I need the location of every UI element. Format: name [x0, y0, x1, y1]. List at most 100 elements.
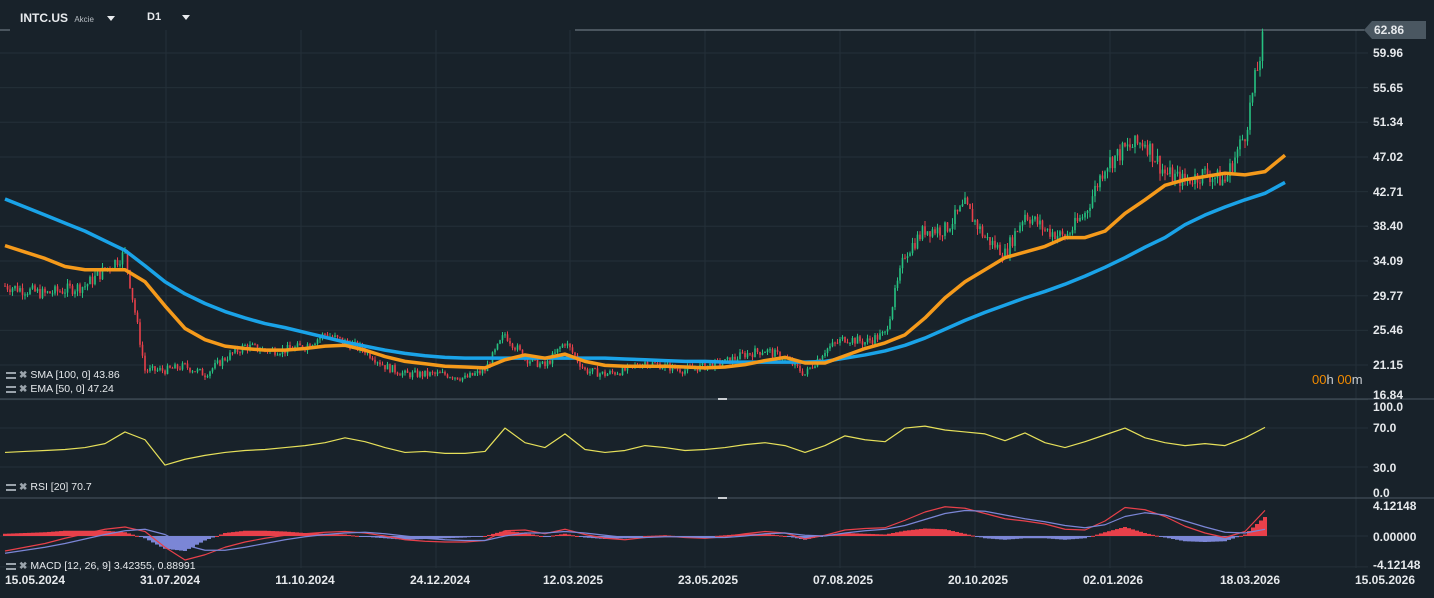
settings-icon[interactable]	[6, 483, 16, 491]
panel-resize-handle[interactable]	[718, 398, 727, 400]
macd-histogram-bar	[3, 533, 7, 536]
macd-histogram-bar	[863, 533, 867, 536]
date-axis-label: 31.07.2024	[139, 573, 201, 587]
candle-body	[376, 362, 379, 364]
macd-histogram-bar	[535, 535, 539, 537]
macd-histogram-bar	[1043, 536, 1047, 539]
candle-body	[34, 285, 36, 292]
candle-body	[896, 280, 899, 288]
candle-body	[1089, 207, 1091, 211]
candle-body	[844, 336, 846, 343]
candle-body	[1199, 182, 1201, 184]
candle-body	[299, 343, 301, 346]
candle-body	[766, 349, 769, 353]
legend-rsi[interactable]: ✖ RSI [20] 70.7	[6, 481, 92, 493]
candle-body	[14, 285, 16, 289]
candle-body	[436, 372, 439, 374]
macd-histogram-bar	[967, 534, 971, 536]
candle-body	[681, 372, 684, 374]
candle-body	[396, 372, 399, 375]
candle-body	[1036, 216, 1039, 225]
candle-body	[614, 372, 616, 375]
candle-body	[679, 369, 681, 373]
settings-icon[interactable]	[6, 385, 16, 393]
candle-body	[36, 289, 39, 292]
close-icon[interactable]: ✖	[19, 560, 28, 572]
candle-body	[219, 360, 221, 366]
candle-body	[794, 362, 796, 366]
candle-body	[964, 197, 966, 205]
settings-icon[interactable]	[6, 371, 16, 379]
candle-body	[59, 291, 61, 293]
macd-histogram-bar	[71, 530, 75, 536]
chevron-down-icon	[107, 16, 116, 22]
candle-body	[101, 267, 104, 280]
candle-body	[239, 352, 241, 354]
settings-icon[interactable]	[6, 562, 16, 570]
price-axis-label: 25.46	[1373, 323, 1404, 338]
macd-histogram-bar	[771, 534, 775, 536]
candle-body	[926, 231, 929, 235]
candle-body	[981, 226, 984, 237]
candle-body	[849, 342, 851, 344]
macd-histogram-bar	[11, 533, 15, 536]
candle-body	[1159, 156, 1161, 174]
candle-body	[751, 354, 754, 358]
candle-body	[61, 291, 64, 294]
macd-histogram-bar	[651, 535, 655, 537]
timeframe-selector[interactable]: D1	[147, 11, 191, 23]
macd-histogram-bar	[1035, 536, 1039, 539]
legend-sma[interactable]: ✖ SMA [100, 0] 43.86	[6, 369, 120, 381]
sma-label: SMA [100, 0] 43.86	[30, 369, 120, 381]
candle-body	[506, 334, 509, 342]
close-icon[interactable]: ✖	[19, 383, 28, 395]
macd-histogram-bar	[479, 536, 483, 537]
macd-histogram-bar	[139, 536, 143, 538]
candle-body	[519, 345, 521, 350]
legend-ema[interactable]: ✖ EMA [50, 0] 47.24	[6, 383, 114, 395]
close-icon[interactable]: ✖	[19, 481, 28, 493]
panel-resize-handle[interactable]	[718, 497, 727, 499]
candle-body	[919, 234, 921, 240]
macd-histogram-bar	[1259, 520, 1263, 536]
macd-histogram-bar	[567, 534, 571, 536]
macd-histogram-bar	[555, 534, 559, 536]
macd-histogram-bar	[455, 536, 459, 538]
candle-body	[1226, 176, 1229, 182]
candle-body	[481, 369, 484, 374]
candle-body	[566, 343, 569, 346]
macd-histogram-bar	[1087, 536, 1091, 538]
candle-body	[114, 259, 116, 269]
macd-histogram-bar	[1047, 536, 1051, 539]
macd-histogram-bar	[519, 532, 523, 536]
candle-body	[1049, 228, 1051, 237]
macd-signal-line	[4, 509, 1266, 554]
macd-histogram-bar	[371, 536, 375, 538]
symbol-selector[interactable]: INTC.US Akcie	[20, 11, 116, 25]
legend-macd[interactable]: ✖ MACD [12, 26, 9] 3.42355, 0.88991	[6, 560, 196, 572]
close-icon[interactable]: ✖	[19, 369, 28, 381]
candle-body	[466, 375, 469, 378]
candle-body	[126, 250, 129, 271]
candle-body	[99, 271, 101, 280]
date-axis-label: 02.01.2026	[1082, 573, 1144, 587]
candle-body	[434, 372, 436, 374]
macd-histogram-bar	[1127, 528, 1131, 536]
candle-body	[994, 240, 996, 248]
macd-histogram-bar	[19, 533, 23, 536]
candle-body	[1254, 70, 1256, 93]
macd-histogram-bar	[1163, 536, 1167, 538]
date-axis-label: 20.10.2025	[947, 573, 1009, 587]
macd-histogram-bar	[475, 536, 479, 537]
macd-histogram-bar	[907, 530, 911, 536]
macd-histogram-bar	[999, 536, 1003, 540]
candle-body	[216, 360, 219, 363]
macd-histogram-bar	[255, 530, 259, 536]
candle-body	[336, 335, 339, 337]
macd-histogram-bar	[467, 536, 471, 538]
candle-body	[174, 364, 176, 369]
candle-body	[879, 333, 881, 340]
macd-histogram-bar	[547, 536, 551, 537]
rsi-axis-label: 30.0	[1373, 461, 1397, 475]
